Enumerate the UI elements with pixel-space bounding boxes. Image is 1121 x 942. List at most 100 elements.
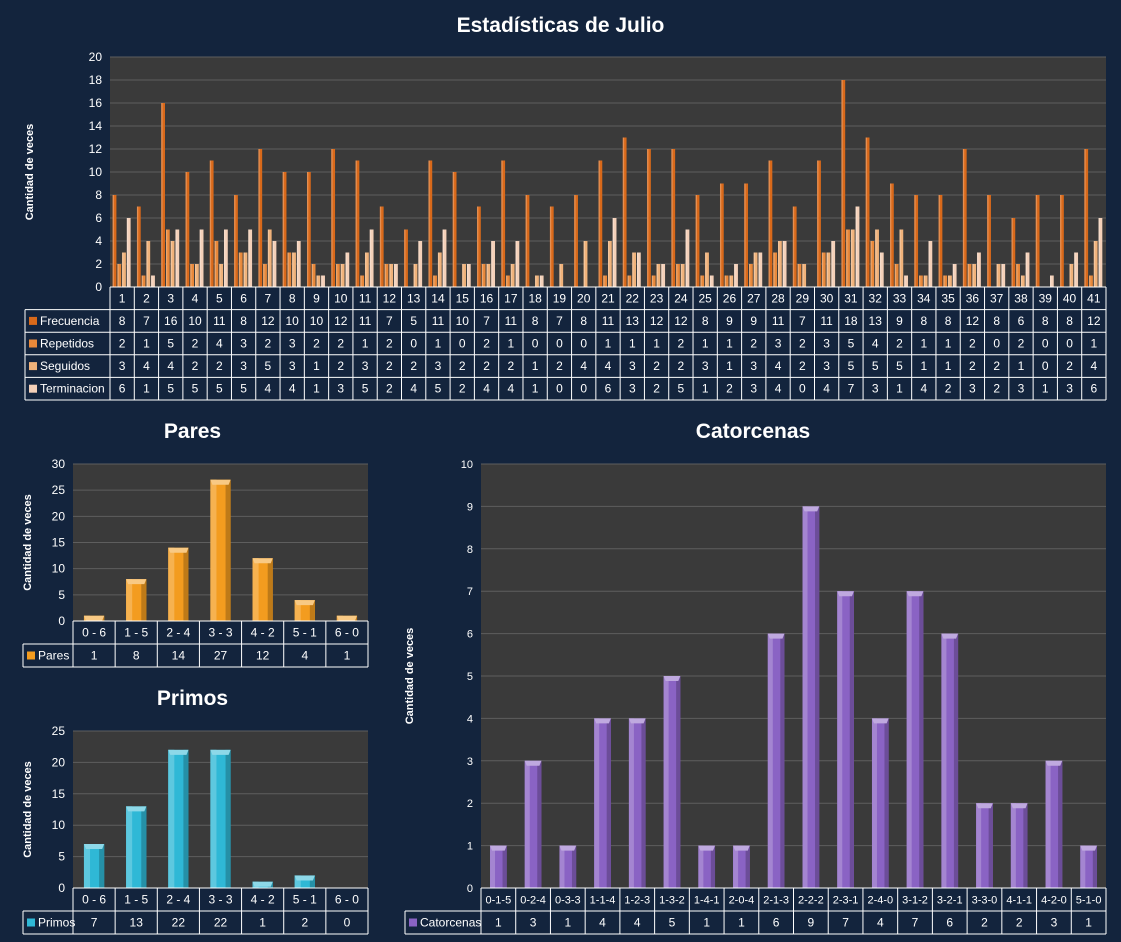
julio-bar-highlight xyxy=(632,252,634,287)
julio-bar-frecuencia xyxy=(987,195,991,287)
julio-bar-repetidos xyxy=(1089,275,1093,287)
catorcenas-ytick-label: 4 xyxy=(467,713,473,725)
catorcenas-bar-highlight xyxy=(524,760,530,888)
julio-bar-terminacion xyxy=(685,229,690,287)
julio-data-label: 2 xyxy=(192,359,199,373)
pares-ytick-label: 0 xyxy=(58,614,65,628)
julio-bar-seguidos xyxy=(632,252,637,287)
julio-bar-seguidos xyxy=(292,252,296,287)
julio-data-label: 0 xyxy=(799,382,806,396)
julio-bar-repetidos xyxy=(651,275,656,287)
catorcenas-bar-top xyxy=(767,633,785,639)
julio-category-label: 15 xyxy=(456,291,470,305)
julio-data-label: 0 xyxy=(993,337,1000,351)
pares-bar-top xyxy=(294,600,315,606)
julio-bar-repetidos xyxy=(773,252,778,287)
julio-bar-repetidos xyxy=(870,241,875,287)
julio-data-label: 1 xyxy=(313,359,320,373)
julio-bar-terminacion xyxy=(904,275,908,287)
catorcenas-bar-shade xyxy=(710,845,716,888)
julio-data-label: 6 xyxy=(605,382,612,396)
catorcenas-bar-highlight xyxy=(733,845,739,888)
julio-category-label: 14 xyxy=(431,291,445,305)
pares-series-label: Pares xyxy=(38,649,69,663)
julio-data-label: 13 xyxy=(626,314,640,328)
julio-category-label: 37 xyxy=(990,291,1004,305)
julio-data-label: 2 xyxy=(386,359,393,373)
julio-data-label: 1 xyxy=(702,382,709,396)
catorcenas-category-label: 4-2-0 xyxy=(1041,895,1067,907)
julio-bar-terminacion xyxy=(1001,264,1006,287)
julio-bar-highlight xyxy=(331,149,333,287)
catorcenas-category-label: 2-3-1 xyxy=(833,895,859,907)
julio-data-label: 4 xyxy=(775,359,782,373)
julio-category-label: 12 xyxy=(383,291,397,305)
julio-data-label: 8 xyxy=(580,314,587,328)
catorcenas-data-label: 3 xyxy=(530,916,537,930)
julio-data-label: 3 xyxy=(362,359,369,373)
primos-bar-top xyxy=(126,806,147,812)
julio-bar-highlight xyxy=(195,264,197,287)
julio-category-label: 11 xyxy=(359,291,372,305)
julio-bar-seguidos xyxy=(486,264,491,287)
julio-legend-swatch xyxy=(29,339,37,348)
julio-bar-highlight xyxy=(1035,195,1038,287)
julio-bar-highlight xyxy=(972,264,974,287)
julio-data-label: 1 xyxy=(362,337,369,351)
julio-data-label: 3 xyxy=(240,359,247,373)
catorcenas-ytick-label: 3 xyxy=(467,756,473,768)
julio-data-label: 3 xyxy=(823,337,830,351)
julio-data-label: 3 xyxy=(775,337,782,351)
julio-bar-seguidos xyxy=(1093,241,1098,287)
catorcenas-bar-highlight xyxy=(698,845,704,888)
julio-bar-seguidos xyxy=(778,241,782,287)
julio-data-label: 2 xyxy=(459,359,466,373)
julio-bar-terminacion xyxy=(539,275,544,287)
catorcenas-bar-shade xyxy=(1058,760,1063,888)
julio-data-label: 0 xyxy=(459,337,466,351)
julio-category-label: 6 xyxy=(240,291,247,305)
julio-bar-highlight xyxy=(549,206,552,287)
julio-bar-highlight xyxy=(952,264,955,287)
julio-bar-frecuencia xyxy=(938,195,943,287)
julio-bar-highlight xyxy=(360,275,362,287)
julio-data-label: 5 xyxy=(435,382,442,396)
julio-bar-seguidos xyxy=(705,252,709,287)
julio-bar-highlight xyxy=(627,275,629,287)
julio-bar-highlight xyxy=(923,275,926,287)
pares-category-label: 0 - 6 xyxy=(82,626,106,640)
julio-data-label: 1 xyxy=(435,337,442,351)
primos-bar-highlight xyxy=(294,875,301,888)
julio-bar-highlight xyxy=(238,252,241,287)
julio-bar-seguidos xyxy=(340,264,345,287)
julio-bar-terminacion xyxy=(199,229,204,287)
julio-data-label: 8 xyxy=(532,314,539,328)
julio-bar-highlight xyxy=(938,195,940,287)
julio-data-label: 4 xyxy=(507,382,514,396)
julio-data-label: 0 xyxy=(532,337,539,351)
pares-legend-swatch xyxy=(27,651,35,660)
julio-bar-repetidos xyxy=(1016,264,1020,287)
pares-ytick-label: 30 xyxy=(52,457,66,471)
julio-bar-highlight xyxy=(501,160,503,287)
julio-data-label: 1 xyxy=(143,382,150,396)
catorcenas-bar-shade xyxy=(780,633,785,888)
julio-category-label: 19 xyxy=(553,291,567,305)
julio-data-label: 1 xyxy=(629,337,636,351)
julio-bar-highlight xyxy=(744,183,746,287)
julio-data-label: 4 xyxy=(143,359,150,373)
julio-bar-highlight xyxy=(637,252,639,287)
julio-data-label: 7 xyxy=(386,314,393,328)
julio-bar-highlight xyxy=(622,137,625,287)
julio-category-label: 34 xyxy=(917,291,931,305)
julio-bar-highlight xyxy=(243,252,245,287)
julio-bar-terminacion xyxy=(491,241,496,287)
julio-data-label: 6 xyxy=(119,382,126,396)
julio-bar-seguidos xyxy=(413,264,418,287)
julio-bar-terminacion xyxy=(734,264,738,287)
julio-bar-terminacion xyxy=(709,275,714,287)
julio-data-label: 1 xyxy=(1091,337,1098,351)
julio-data-label: 18 xyxy=(844,314,858,328)
julio-bar-frecuencia xyxy=(1060,195,1064,287)
julio-data-label: 2 xyxy=(969,337,976,351)
